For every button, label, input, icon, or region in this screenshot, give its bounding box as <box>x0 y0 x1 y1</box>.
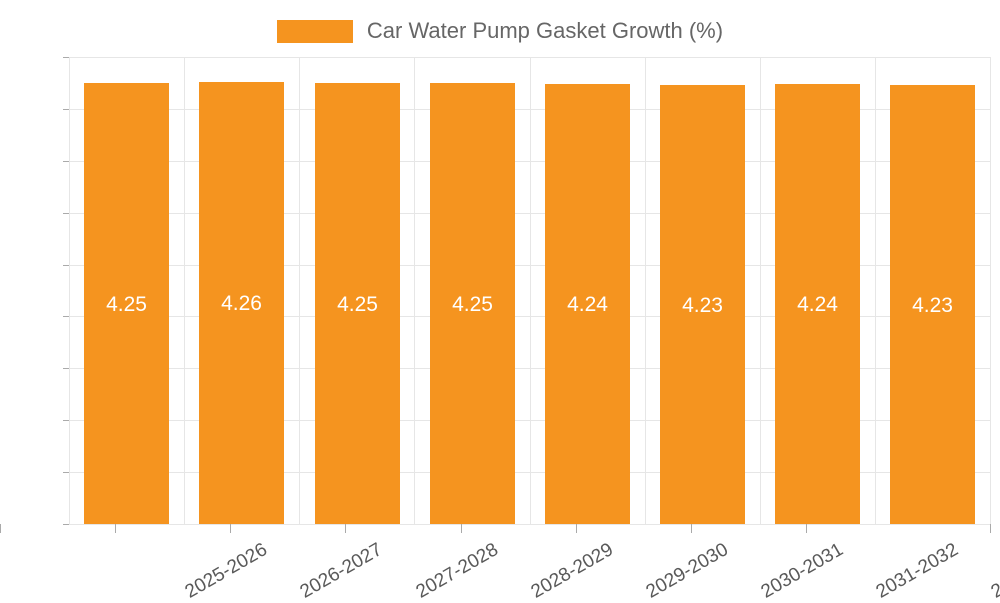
gridline-horizontal <box>69 420 990 421</box>
bar-value-label: 4.26 <box>221 292 262 315</box>
bar[interactable]: 4.23 <box>890 85 975 524</box>
gridline-horizontal <box>69 161 990 162</box>
x-axis-tick-mark <box>115 524 116 533</box>
gridline-horizontal <box>69 524 990 525</box>
bar[interactable]: 4.24 <box>775 84 860 524</box>
bar-value-label: 4.24 <box>567 293 608 316</box>
y-axis-tick-mark <box>63 368 69 369</box>
gridline-vertical <box>760 57 761 524</box>
x-axis-tick-mark <box>806 524 807 533</box>
bar[interactable]: 4.25 <box>315 83 400 524</box>
plot-area: 00.51.01.52.02.53.03.54.04.54.254.264.25… <box>63 57 991 525</box>
y-axis-tick-mark <box>63 57 69 58</box>
gridline-vertical <box>414 57 415 524</box>
gridline-vertical <box>184 57 185 524</box>
y-axis-tick-mark <box>63 213 69 214</box>
bar[interactable]: 4.24 <box>545 84 630 524</box>
y-axis-tick-mark <box>63 524 69 525</box>
x-axis-tick-label: 2027-2028 <box>412 539 502 603</box>
y-axis-tick-mark <box>63 265 69 266</box>
x-axis-tick-label: 2031-2032 <box>872 539 962 603</box>
gridline-horizontal <box>69 57 990 58</box>
x-axis-tick-mark <box>990 524 991 533</box>
gridline-horizontal <box>69 368 990 369</box>
bar-value-label: 4.23 <box>682 293 723 317</box>
gridline-vertical <box>530 57 531 524</box>
x-axis-tick-mark <box>230 524 231 533</box>
bar-value-label: 4.24 <box>797 293 838 316</box>
gridline-horizontal <box>69 316 990 317</box>
y-axis-tick-mark <box>63 161 69 162</box>
gridline-vertical <box>299 57 300 524</box>
x-axis-tick-label: 2032-2033 <box>987 539 1000 603</box>
bar[interactable]: 4.23 <box>660 85 745 524</box>
x-axis-tick-mark <box>345 524 346 533</box>
x-axis-tick-label: 2029-2030 <box>642 539 732 603</box>
chart-legend: Car Water Pump Gasket Growth (%) <box>0 14 1000 48</box>
gridline-horizontal <box>69 109 990 110</box>
bar-value-label: 4.25 <box>106 292 147 316</box>
x-axis-tick-mark <box>0 524 1 533</box>
gridline-vertical <box>645 57 646 524</box>
y-axis-tick-mark <box>63 472 69 473</box>
x-axis-tick-label: 2025-2026 <box>181 539 272 603</box>
x-axis-tick-mark <box>461 524 462 533</box>
bar[interactable]: 4.25 <box>430 83 515 524</box>
bar-value-label: 4.25 <box>337 292 378 316</box>
gridline-vertical <box>69 57 70 524</box>
gridline-horizontal <box>69 472 990 473</box>
gridline-horizontal <box>69 213 990 214</box>
x-axis-tick-label: 2026-2027 <box>297 539 387 603</box>
bar[interactable]: 4.25 <box>84 83 169 524</box>
x-axis-tick-label: 2028-2029 <box>527 539 617 603</box>
y-axis-tick-mark <box>63 109 69 110</box>
x-axis-tick-mark <box>576 524 577 533</box>
y-axis-tick-mark <box>63 316 69 317</box>
legend-label[interactable]: Car Water Pump Gasket Growth (%) <box>366 18 724 43</box>
bar[interactable]: 4.26 <box>199 82 284 524</box>
bar-value-label: 4.25 <box>452 292 493 316</box>
y-axis-tick-mark <box>63 420 69 421</box>
x-axis-tick-mark <box>691 524 692 533</box>
gridline-vertical <box>875 57 876 524</box>
legend-swatch-icon[interactable] <box>276 19 353 43</box>
gridline-vertical <box>990 57 991 524</box>
gridline-horizontal <box>69 265 990 266</box>
x-axis-tick-label: 2030-2031 <box>757 539 847 603</box>
bar-value-label: 4.23 <box>912 293 953 317</box>
